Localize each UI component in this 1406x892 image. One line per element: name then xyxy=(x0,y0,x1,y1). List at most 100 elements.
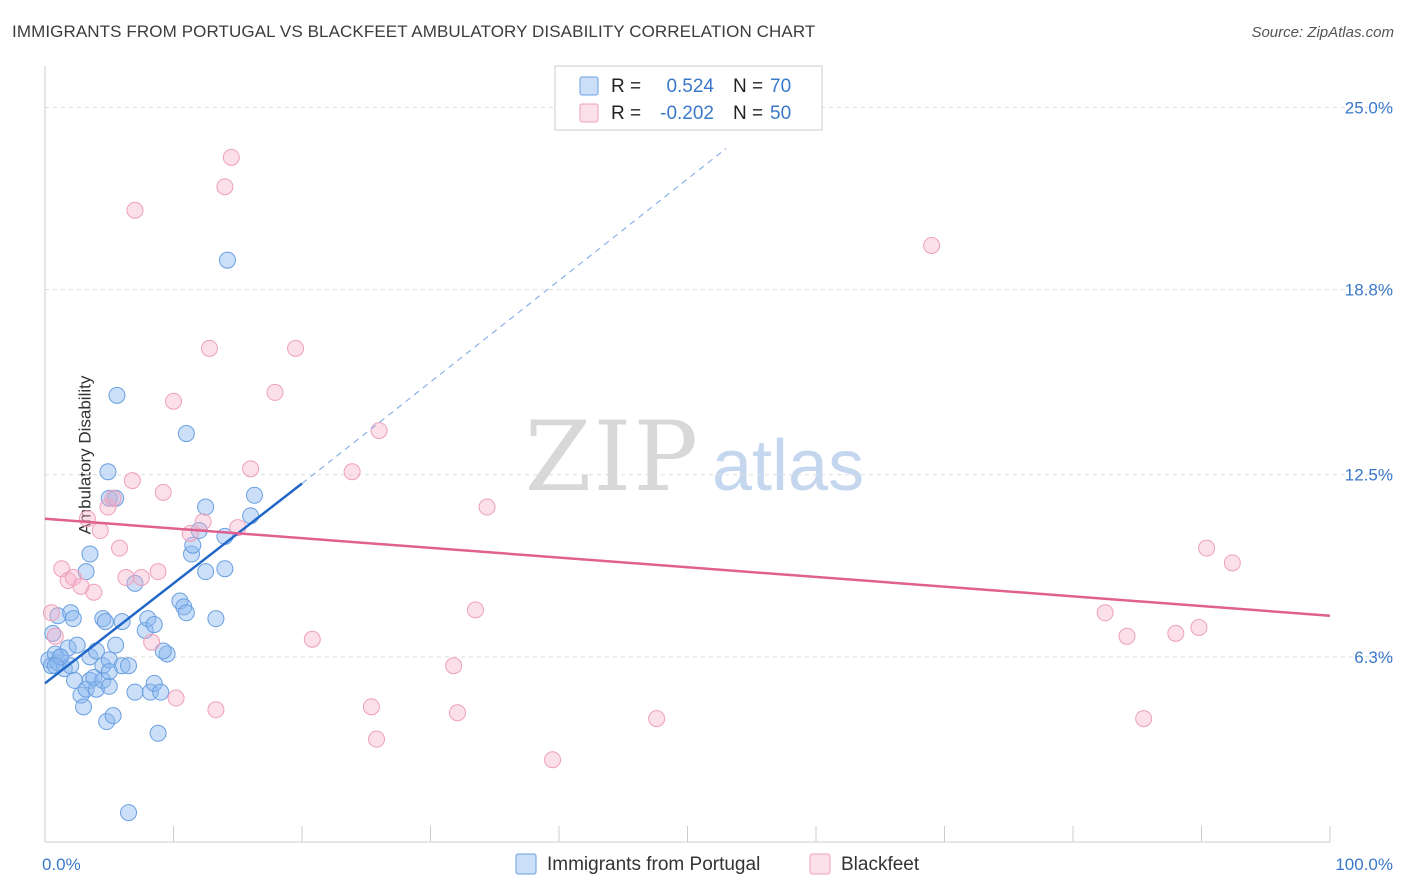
trend-portugal xyxy=(44,482,303,685)
point-blackfeet xyxy=(181,524,199,542)
legend-n-label: N = xyxy=(733,103,763,124)
point-blackfeet xyxy=(78,510,96,528)
point-blackfeet xyxy=(154,483,172,501)
point-portugal xyxy=(87,680,105,698)
point-portugal xyxy=(139,610,157,628)
point-blackfeet xyxy=(478,498,496,516)
point-portugal xyxy=(216,560,234,578)
source-label: Source: ZipAtlas.com xyxy=(1251,24,1394,41)
point-blackfeet xyxy=(117,569,135,587)
point-portugal xyxy=(177,604,195,622)
point-portugal xyxy=(94,671,112,689)
point-portugal xyxy=(152,683,170,701)
legend-label: Blackfeet xyxy=(841,854,920,875)
point-portugal xyxy=(81,545,99,563)
legend-n-value: 50 xyxy=(770,103,791,124)
point-portugal xyxy=(100,663,118,681)
stats-legend-box xyxy=(554,65,823,131)
point-blackfeet xyxy=(648,710,666,728)
point-portugal xyxy=(108,386,126,404)
point-blackfeet xyxy=(466,601,484,619)
point-blackfeet xyxy=(91,522,109,540)
trend-portugal-extension xyxy=(301,148,727,484)
point-blackfeet xyxy=(143,633,161,651)
point-portugal xyxy=(46,657,64,675)
point-blackfeet xyxy=(99,498,117,516)
point-portugal xyxy=(154,642,172,660)
legend-swatch xyxy=(515,853,537,875)
y-tick-label: 12.5% xyxy=(1345,466,1393,485)
point-portugal xyxy=(207,610,225,628)
point-portugal xyxy=(145,616,163,634)
point-blackfeet xyxy=(362,698,380,716)
legend-r-label: R = xyxy=(611,103,641,124)
chart-title: IMMIGRANTS FROM PORTUGAL VS BLACKFEET AM… xyxy=(12,22,816,41)
point-blackfeet xyxy=(287,339,305,357)
point-portugal xyxy=(120,804,138,822)
x-tick-label: 100.0% xyxy=(1335,855,1393,874)
legend-r-value: -0.202 xyxy=(660,103,714,124)
legend-swatch xyxy=(579,103,599,123)
point-portugal xyxy=(64,610,82,628)
point-blackfeet xyxy=(123,472,141,490)
point-blackfeet xyxy=(165,392,182,410)
point-blackfeet xyxy=(126,201,144,219)
point-blackfeet xyxy=(266,383,284,401)
point-blackfeet xyxy=(149,563,167,581)
y-tick-label: 6.3% xyxy=(1354,648,1393,667)
point-blackfeet xyxy=(111,539,129,557)
point-blackfeet xyxy=(194,513,212,531)
point-portugal xyxy=(75,698,93,716)
point-portugal xyxy=(242,507,260,525)
point-blackfeet xyxy=(343,463,361,481)
point-portugal xyxy=(44,624,62,642)
point-portugal xyxy=(96,613,114,631)
point-blackfeet xyxy=(923,236,941,254)
point-blackfeet xyxy=(544,751,562,769)
point-portugal xyxy=(51,648,69,666)
point-blackfeet xyxy=(200,339,218,357)
point-blackfeet xyxy=(85,583,103,601)
y-tick-label: 18.8% xyxy=(1345,281,1393,300)
point-blackfeet xyxy=(1118,627,1136,645)
point-portugal xyxy=(104,707,122,725)
point-blackfeet xyxy=(448,704,466,722)
point-blackfeet xyxy=(46,627,64,645)
legend-swatch xyxy=(579,76,599,96)
point-portugal xyxy=(182,545,200,563)
watermark-zip: ZIP xyxy=(525,401,700,513)
point-portugal xyxy=(197,498,215,516)
point-blackfeet xyxy=(1223,554,1241,572)
point-portugal xyxy=(66,671,84,689)
point-portugal xyxy=(177,425,195,443)
point-portugal xyxy=(145,674,163,692)
point-blackfeet xyxy=(104,489,122,507)
point-blackfeet xyxy=(216,178,234,196)
point-blackfeet xyxy=(1096,604,1114,622)
y-tick-label: 25.0% xyxy=(1345,98,1393,117)
point-blackfeet xyxy=(222,148,240,166)
point-blackfeet xyxy=(370,422,388,440)
stats-legend: R = 0.524 N = 70 R = -0.202 N = 50 xyxy=(554,65,823,131)
point-portugal xyxy=(68,636,86,654)
point-portugal xyxy=(98,713,116,731)
legend-swatch xyxy=(809,853,831,875)
point-portugal xyxy=(100,677,118,695)
x-tick-label: 0.0% xyxy=(42,855,81,874)
point-blackfeet xyxy=(303,630,321,648)
legend-r-value: 0.524 xyxy=(666,76,714,97)
point-portugal xyxy=(245,486,263,504)
point-blackfeet xyxy=(242,460,260,478)
legend-label: Immigrants from Portugal xyxy=(547,854,760,875)
point-blackfeet xyxy=(445,657,463,675)
point-portugal xyxy=(197,563,215,581)
point-blackfeet xyxy=(1135,710,1153,728)
point-portugal xyxy=(218,251,236,269)
point-portugal xyxy=(126,574,144,592)
point-blackfeet xyxy=(42,604,60,622)
point-portugal xyxy=(149,724,167,742)
point-blackfeet xyxy=(1167,624,1185,642)
point-portugal xyxy=(94,610,112,628)
point-portugal xyxy=(94,657,112,675)
